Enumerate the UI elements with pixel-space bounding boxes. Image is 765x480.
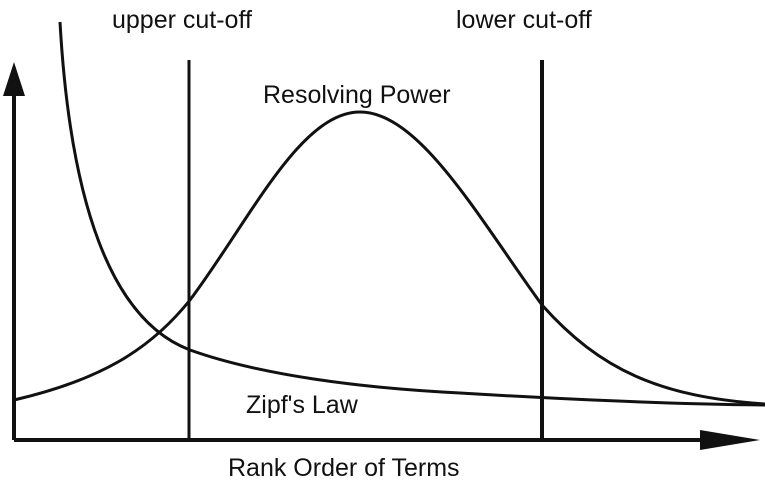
resolving-power-curve (13, 110, 765, 406)
zipfs-law-label: Zipf's Law (246, 391, 359, 419)
x-axis-label: Rank Order of Terms (228, 454, 460, 480)
upper-cutoff-label: upper cut-off (112, 6, 252, 34)
zipfs-law-curve (58, 21, 765, 407)
resolving-power-label: Resolving Power (263, 81, 451, 109)
x-axis-arrowhead (700, 430, 760, 450)
y-axis-arrowhead (3, 62, 25, 96)
lower-cutoff-label: lower cut-off (456, 6, 592, 34)
